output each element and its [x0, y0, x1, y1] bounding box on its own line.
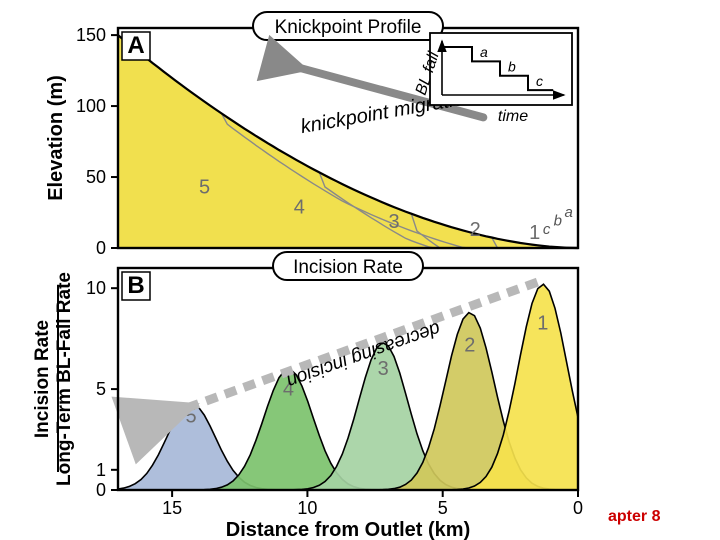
panelA-ytick-50: 50	[86, 167, 106, 187]
panelB-ytick-1: 1	[96, 460, 106, 480]
inset-step-b: b	[508, 58, 516, 74]
pan elB-xtick-15: 15	[162, 498, 182, 518]
panelB-peak-num-2: 2	[464, 334, 475, 356]
panelA-title: Knickpoint Profile	[275, 17, 422, 38]
panelA-group: 0 50 100 150 Elevation (m) A Knickpoint Profil…	[45, 12, 578, 258]
panelA-ytick-100: 100	[76, 96, 106, 116]
panelB-ytick-10: 10	[86, 278, 106, 298]
panelA-curve-num-2: 2	[470, 219, 481, 241]
panelB-xlabel: Distance from Outlet (km)	[226, 519, 470, 540]
panelB-ylabel-top: Incision Rate	[32, 320, 53, 438]
panelA-curve-num-1: 1	[529, 222, 540, 244]
panelA-curve-num-3: 3	[388, 211, 399, 233]
panelB-letter: B	[127, 272, 144, 299]
panelB-peak-num-3: 3	[378, 358, 389, 380]
page-root: 050100150Elevation (m)AKnickpoint Profil…	[0, 0, 720, 540]
panelA-curve-num-5: 5	[199, 177, 210, 199]
panelA-abc-b: b	[554, 212, 562, 229]
panelA-abc-a: a	[564, 204, 572, 221]
figure-svg: 050100150Elevation (m)AKnickpoint Profil…	[0, 0, 720, 540]
panelA-curve-num-4: 4	[294, 196, 305, 218]
panelB-annotation: decreasing incision	[284, 317, 443, 391]
pan elB-xtick-0: 0	[573, 498, 583, 518]
inset-step-a: a	[480, 44, 488, 60]
panelA-ylabel: Elevation (m)	[45, 75, 67, 201]
panelB-ytick-5: 5	[96, 379, 106, 399]
footer-chapter: apter 8	[608, 508, 660, 526]
panelB-ytick-0: 0	[96, 480, 106, 500]
inset-xlabel: time	[498, 108, 528, 125]
pan elB-xtick-10: 10	[297, 498, 317, 518]
panelB-group: 54321decreasing incision01510051015Dista…	[32, 252, 583, 540]
panelB-peak-num-1: 1	[537, 312, 548, 334]
panelA-ytick-0: 0	[96, 238, 106, 258]
inset-step-c: c	[536, 73, 543, 89]
panelB-ylabel-bot: Long-Term BL-Fall Rate	[54, 272, 75, 486]
panelA-ytick-150: 150	[76, 25, 106, 45]
panelA-letter: A	[127, 32, 144, 59]
panelA-abc-c: c	[543, 221, 551, 238]
pan elB-xtick-5: 5	[438, 498, 448, 518]
panelB-title: Incision Rate	[293, 257, 403, 278]
